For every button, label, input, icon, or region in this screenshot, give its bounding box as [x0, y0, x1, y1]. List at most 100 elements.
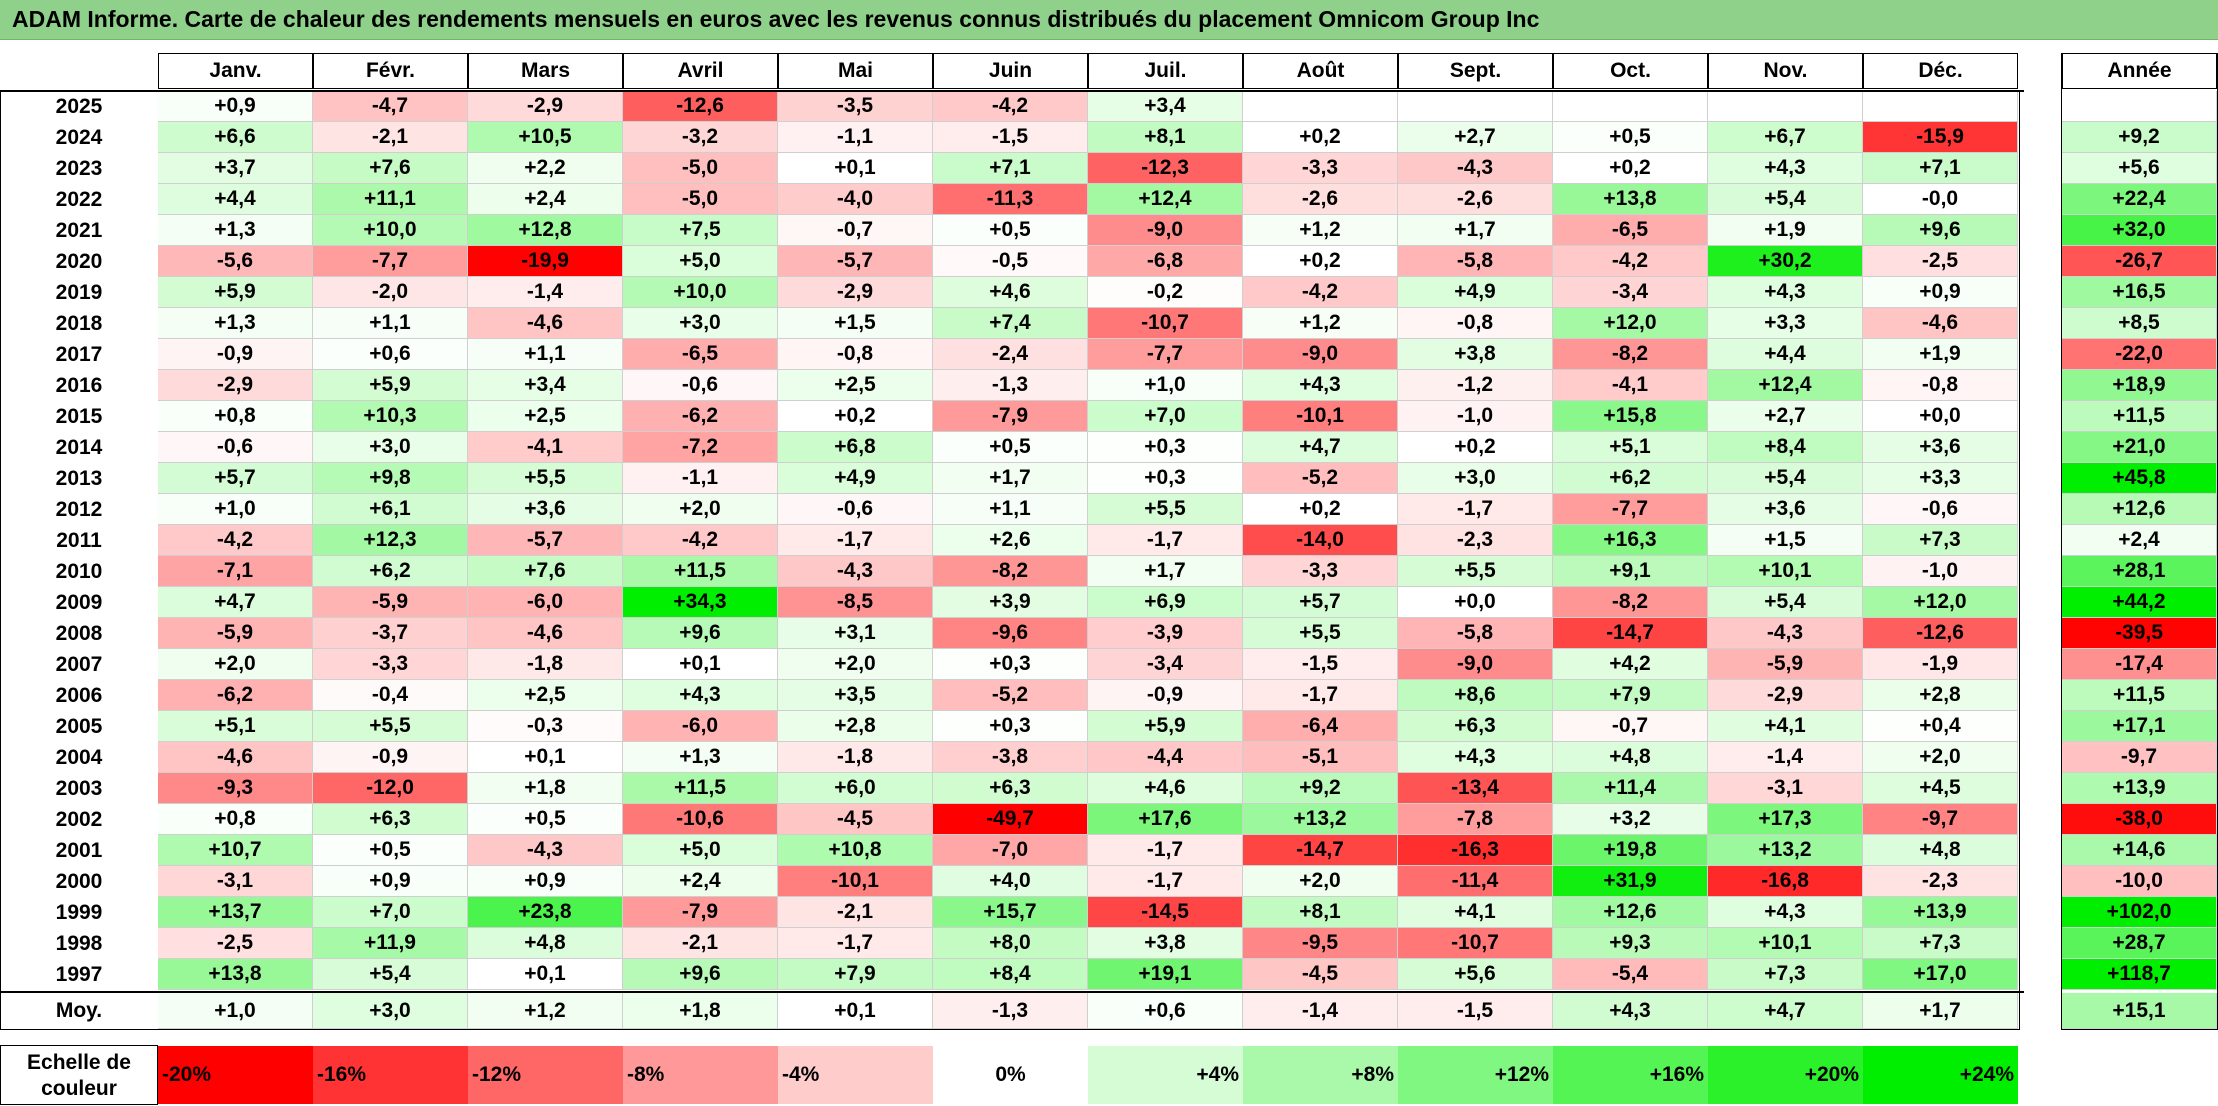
heatmap-cell: +0,2: [1243, 246, 1398, 277]
avg-cell: +1,0: [158, 993, 313, 1029]
heatmap-cell: -7,7: [1553, 494, 1708, 525]
heatmap-cell: +5,5: [1398, 556, 1553, 587]
heatmap-cell: +8,0: [933, 928, 1088, 959]
heatmap-cell: -5,7: [778, 246, 933, 277]
heatmap-cell: +1,3: [623, 742, 778, 773]
heatmap-cell: +3,8: [1088, 928, 1243, 959]
heatmap-cell: +6,2: [313, 556, 468, 587]
heatmap-cell: +31,9: [1553, 866, 1708, 897]
heatmap-cell: -3,3: [313, 649, 468, 680]
heatmap-cell: -1,7: [1088, 866, 1243, 897]
heatmap-cell: -2,9: [468, 91, 623, 122]
heatmap-cell: +9,6: [623, 959, 778, 990]
heatmap-cell: +1,7: [1398, 215, 1553, 246]
heatmap-cell: -9,0: [1398, 649, 1553, 680]
heatmap-cell: +4,3: [1398, 742, 1553, 773]
year-header-separator: [0, 90, 2024, 92]
heatmap-cell: +9,2: [1243, 773, 1398, 804]
heatmap-cell: +1,1: [468, 339, 623, 370]
heatmap-cell: +1,5: [778, 308, 933, 339]
heatmap-cell: -1,7: [1398, 494, 1553, 525]
heatmap-cell: -12,6: [1863, 618, 2018, 649]
heatmap-cell: +5,5: [1088, 494, 1243, 525]
heatmap-cell: -7,7: [1088, 339, 1243, 370]
avg-cell: +4,7: [1708, 993, 1863, 1029]
heatmap-cell: +0,3: [933, 649, 1088, 680]
heatmap-cell: -1,8: [778, 742, 933, 773]
heatmap-cell: +0,5: [933, 215, 1088, 246]
heatmap-cell: +3,0: [313, 432, 468, 463]
heatmap-cell: +13,8: [158, 959, 313, 990]
year-label: 2024: [0, 122, 158, 153]
heatmap-cell: +5,1: [1553, 432, 1708, 463]
scale-step: +20%: [1708, 1046, 1863, 1104]
month-header: Sept.: [1398, 53, 1553, 89]
heatmap-cell: +5,5: [468, 463, 623, 494]
heatmap-cell: +0,9: [468, 866, 623, 897]
heatmap-cell: +5,9: [158, 277, 313, 308]
heatmap-cell: -13,4: [1398, 773, 1553, 804]
heatmap-cell: -0,8: [1863, 370, 2018, 401]
annual-cell: +32,0: [2062, 215, 2217, 246]
heatmap-cell: +9,6: [623, 618, 778, 649]
heatmap-cell: +9,3: [1553, 928, 1708, 959]
year-label: 2018: [0, 308, 158, 339]
heatmap-cell: -3,7: [313, 618, 468, 649]
heatmap-cell: +7,0: [313, 897, 468, 928]
year-label: 2014: [0, 432, 158, 463]
heatmap-cell: -6,4: [1243, 711, 1398, 742]
heatmap-cell: -1,0: [1398, 401, 1553, 432]
heatmap-cell: +11,5: [623, 556, 778, 587]
heatmap-cell: +13,9: [1863, 897, 2018, 928]
heatmap-cell: -8,2: [1553, 587, 1708, 618]
heatmap-cell: +10,3: [313, 401, 468, 432]
month-header: Mai: [778, 53, 933, 89]
heatmap-cell: -12,3: [1088, 153, 1243, 184]
heatmap-cell: +4,6: [1088, 773, 1243, 804]
heatmap-cell: +12,0: [1863, 587, 2018, 618]
heatmap-cell: -10,1: [1243, 401, 1398, 432]
heatmap-cell: +15,8: [1553, 401, 1708, 432]
annual-cell: +14,6: [2062, 835, 2217, 866]
heatmap-cell: +11,4: [1553, 773, 1708, 804]
heatmap-cell: -4,0: [778, 184, 933, 215]
heatmap-cell: +6,0: [778, 773, 933, 804]
scale-step: -16%: [313, 1046, 468, 1104]
heatmap-cell: -9,3: [158, 773, 313, 804]
heatmap-cell: +3,1: [778, 618, 933, 649]
heatmap-cell: -6,2: [623, 401, 778, 432]
heatmap-cell: +7,6: [468, 556, 623, 587]
heatmap-cell: +7,6: [313, 153, 468, 184]
heatmap-cell: +4,3: [1708, 277, 1863, 308]
heatmap-cell: +2,5: [468, 680, 623, 711]
month-header: Déc.: [1863, 53, 2018, 89]
heatmap-cell: -4,2: [933, 91, 1088, 122]
heatmap-cell: +2,8: [1863, 680, 2018, 711]
heatmap-cell: -2,6: [1398, 184, 1553, 215]
heatmap-cell: -15,9: [1863, 122, 2018, 153]
heatmap-cell: [1553, 91, 1708, 122]
scale-step: +16%: [1553, 1046, 1708, 1104]
heatmap-cell: +0,4: [1863, 711, 2018, 742]
heatmap-cell: +5,4: [313, 959, 468, 990]
heatmap-cell: +1,1: [313, 308, 468, 339]
heatmap-cell: +8,4: [933, 959, 1088, 990]
heatmap-cell: +19,1: [1088, 959, 1243, 990]
heatmap-cell: +2,6: [933, 525, 1088, 556]
annual-cell: -17,4: [2062, 649, 2217, 680]
heatmap-cell: -4,5: [778, 804, 933, 835]
heatmap-cell: +4,1: [1398, 897, 1553, 928]
year-label: 2004: [0, 742, 158, 773]
heatmap-cell: -3,9: [1088, 618, 1243, 649]
heatmap-cell: +4,1: [1708, 711, 1863, 742]
heatmap-cell: -6,5: [1553, 215, 1708, 246]
heatmap-cell: +0,1: [468, 742, 623, 773]
avg-cell: +4,3: [1553, 993, 1708, 1029]
scale-step: +24%: [1863, 1046, 2018, 1104]
heatmap-cell: +0,5: [468, 804, 623, 835]
heatmap-cell: +4,2: [1553, 649, 1708, 680]
annual-cell: +21,0: [2062, 432, 2217, 463]
heatmap-cell: -11,3: [933, 184, 1088, 215]
year-label: 2020: [0, 246, 158, 277]
heatmap-cell: +3,6: [1708, 494, 1863, 525]
